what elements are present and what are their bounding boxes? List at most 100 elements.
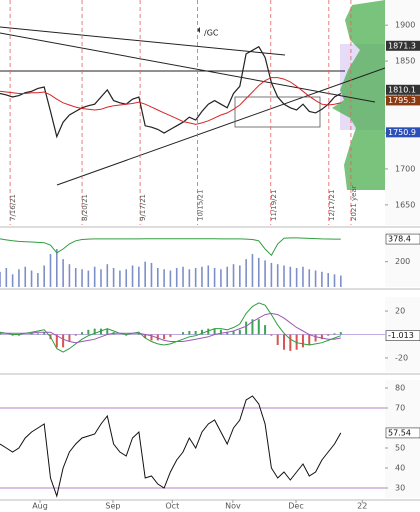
volume-bar xyxy=(245,259,247,287)
histogram-bar xyxy=(270,334,273,336)
price-marker-label: 1810.1 xyxy=(388,85,416,94)
histogram-bar xyxy=(213,328,216,335)
volume-bar xyxy=(175,268,178,287)
histogram-bar xyxy=(289,334,292,351)
price-marker-label: 1795.3 xyxy=(388,96,416,105)
histogram-bar xyxy=(232,330,235,335)
y-tick-label: 1900 xyxy=(395,21,415,30)
histogram-bar xyxy=(36,333,39,335)
trend-line xyxy=(0,32,376,103)
volume-bar xyxy=(30,270,33,287)
volume-bar xyxy=(308,269,311,287)
volume-bar xyxy=(207,265,210,287)
volume-bar xyxy=(93,266,96,287)
volume-bar xyxy=(289,266,292,287)
volume-bar xyxy=(232,264,235,287)
volume-bar xyxy=(131,265,134,287)
chart-title: /GC xyxy=(204,29,219,38)
histogram-bar xyxy=(200,329,203,335)
x-tick-label: Aug xyxy=(32,502,48,511)
histogram-bar xyxy=(125,334,128,336)
volume-bar xyxy=(257,257,260,287)
x-tick-label: Sep xyxy=(105,502,120,511)
series-line xyxy=(0,395,342,498)
date-label: 12/17/21 xyxy=(328,190,336,221)
y-tick-label: -20 xyxy=(395,353,408,362)
histogram-bar xyxy=(238,329,241,335)
last-value-label: 378.4 xyxy=(388,235,411,244)
x-tick-label: Nov xyxy=(225,502,241,511)
histogram-bar xyxy=(257,319,260,335)
series-line xyxy=(0,45,342,139)
volume-bar xyxy=(112,268,115,287)
volume-bar xyxy=(68,264,71,287)
volume-bar xyxy=(201,266,203,287)
histogram-bar xyxy=(301,334,304,348)
price-marker xyxy=(386,84,420,95)
histogram-bar xyxy=(194,330,197,335)
histogram-bar xyxy=(245,321,248,335)
volume-bar xyxy=(321,271,323,287)
volume-bar xyxy=(138,266,140,287)
histogram-bar xyxy=(99,328,102,335)
volume-bar xyxy=(18,269,20,287)
y-tick-label: 80 xyxy=(395,384,405,393)
histogram-bar xyxy=(30,333,33,335)
volume-bar xyxy=(239,265,241,287)
price-marker xyxy=(386,40,420,51)
y-tick-label: 70 xyxy=(395,404,405,413)
histogram-bar xyxy=(320,334,323,340)
y-tick-label: 30 xyxy=(395,484,405,493)
histogram-bar xyxy=(276,334,279,346)
date-label: 2021 year xyxy=(350,185,358,221)
price-marker xyxy=(386,95,420,106)
histogram-bar xyxy=(55,334,58,348)
volume-bar xyxy=(0,271,1,287)
axis-area xyxy=(385,380,420,498)
volume-bar xyxy=(169,270,172,287)
histogram-bar xyxy=(74,334,77,336)
date-label: 10/15/21 xyxy=(197,190,205,221)
histogram-bar xyxy=(106,328,109,335)
date-label: 7/16/21 xyxy=(9,194,17,221)
histogram-bar xyxy=(144,334,147,339)
histogram-bar xyxy=(188,330,191,335)
histogram-bar xyxy=(333,333,336,335)
histogram-bar xyxy=(339,332,342,335)
volume-bar xyxy=(276,264,279,287)
volume-bar xyxy=(74,268,77,287)
volume-bar xyxy=(5,268,8,287)
y-tick-label: 1700 xyxy=(395,164,415,173)
volume-bar xyxy=(43,265,45,287)
volume-bar xyxy=(264,260,266,287)
volume-bar xyxy=(340,275,342,287)
volume-bar xyxy=(295,268,298,287)
trend-line xyxy=(0,26,286,56)
volume-bar xyxy=(226,266,229,287)
x-tick-label: 22 xyxy=(357,502,367,511)
last-value-label: 57.54 xyxy=(388,428,411,437)
x-tick-label: Dec xyxy=(288,502,303,511)
volume-bar xyxy=(62,259,64,287)
trend-line xyxy=(56,67,386,186)
histogram-bar xyxy=(207,328,210,335)
volume-bar xyxy=(220,269,222,287)
date-label: 8/20/21 xyxy=(81,194,89,221)
volume-bar xyxy=(49,254,52,287)
title-icon xyxy=(197,27,200,33)
histogram-bar xyxy=(163,334,166,340)
last-value-box xyxy=(385,233,420,245)
last-value-box xyxy=(385,330,420,341)
date-label: 11/19/21 xyxy=(270,190,278,221)
volume-bar xyxy=(56,249,58,287)
histogram-bar xyxy=(137,333,140,335)
y-tick-label: 1850 xyxy=(395,57,415,66)
x-tick-label: Oct xyxy=(165,502,179,511)
histogram-bar xyxy=(87,329,90,335)
date-label: 9/17/21 xyxy=(139,194,147,221)
volume-profile xyxy=(332,0,385,190)
histogram-bar xyxy=(182,332,185,335)
histogram-bar xyxy=(156,334,159,341)
histogram-bar xyxy=(327,334,330,336)
